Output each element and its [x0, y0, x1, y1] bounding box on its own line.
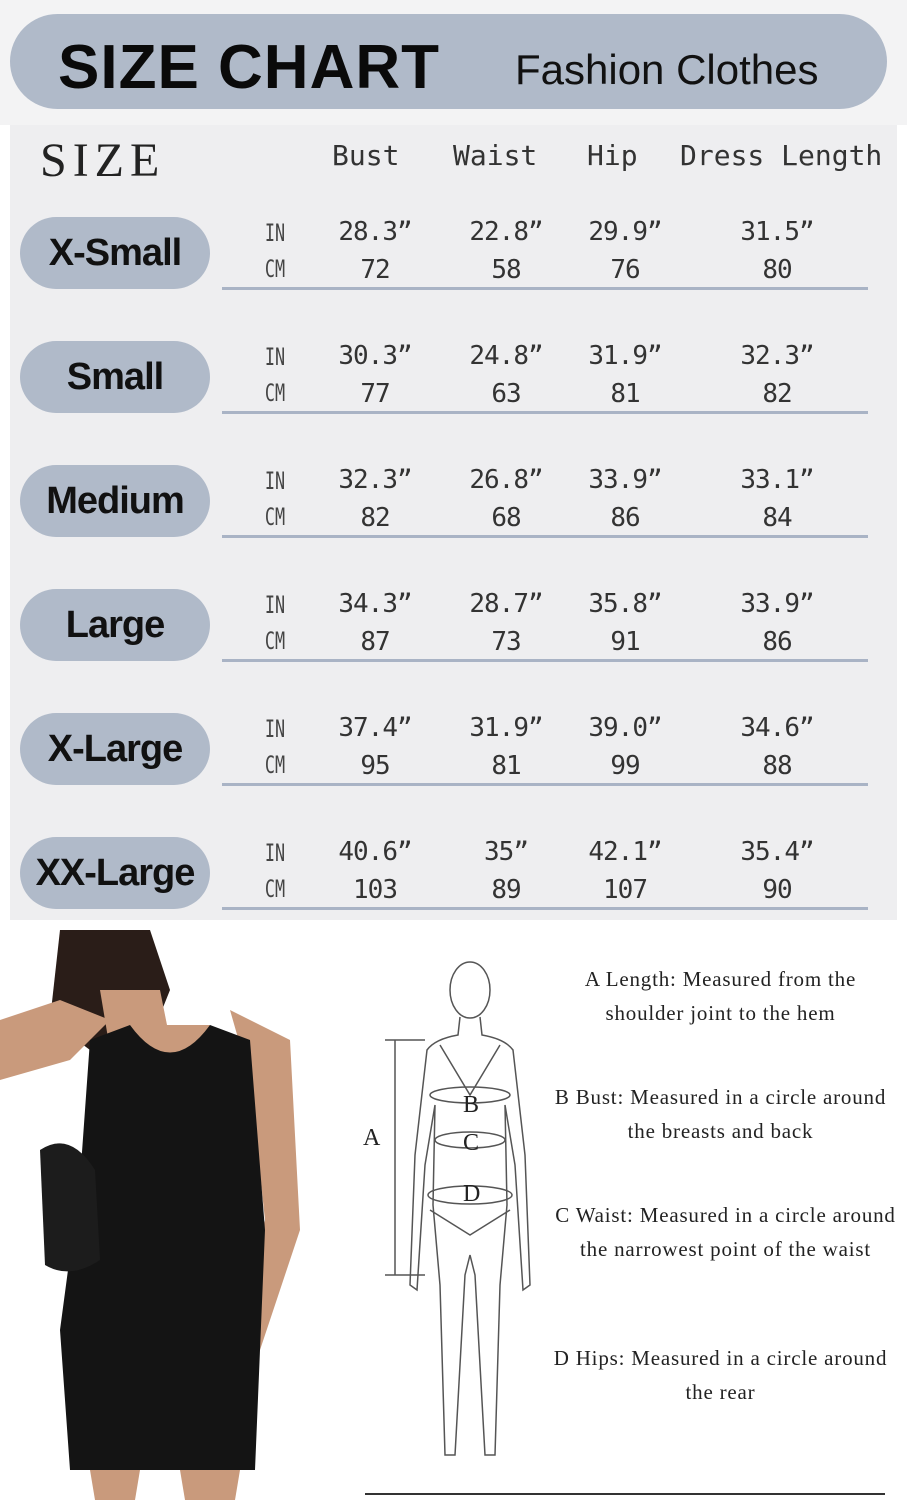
value-cm: 68 — [491, 503, 521, 533]
value-cm: 58 — [491, 255, 521, 285]
value-cm: 86 — [762, 627, 792, 657]
value-cm: 81 — [491, 751, 521, 781]
value-in: 29.9” — [588, 217, 662, 247]
value-in: 24.8” — [469, 341, 543, 371]
size-header: SIZE — [40, 134, 166, 187]
row-divider — [222, 411, 868, 414]
body-measurement-diagram: A B C D — [363, 961, 531, 1456]
value-cm: 80 — [762, 255, 792, 285]
table-row: Large IN CM 34.3” 87 28.7” 73 35.8” 91 33.9”… — [10, 589, 897, 689]
size-pill: Small — [20, 341, 210, 413]
label-b: B — [463, 1092, 479, 1118]
row-divider — [222, 907, 868, 910]
description-waist: C Waist: Measured in a circle around the… — [555, 1203, 896, 1261]
value-cm: 95 — [360, 751, 390, 781]
value-in: 30.3” — [338, 341, 412, 371]
table-row: Medium IN CM 32.3” 82 26.8” 68 33.9” 86 33.1… — [10, 465, 897, 565]
label-c: C — [463, 1130, 479, 1156]
value-cm: 89 — [491, 875, 521, 905]
value-in: 28.3” — [338, 217, 412, 247]
column-header-bust: Bust — [332, 139, 400, 172]
value-cm: 90 — [762, 875, 792, 905]
value-in: 33.9” — [588, 465, 662, 495]
value-cm: 73 — [491, 627, 521, 657]
value-cm: 82 — [762, 379, 792, 409]
label-a: A — [363, 1125, 381, 1151]
description-bust: B Bust: Measured in a circle around the … — [554, 1085, 887, 1143]
value-cm: 86 — [610, 503, 640, 533]
unit-cm: CM — [264, 503, 286, 531]
unit-cm: CM — [264, 875, 286, 903]
value-cm: 103 — [353, 875, 398, 905]
value-in: 31.9” — [588, 341, 662, 371]
title: SIZE CHART — [58, 33, 440, 102]
value-in: 31.5” — [740, 217, 814, 247]
divider — [365, 1493, 885, 1495]
unit-in: IN — [264, 715, 286, 743]
value-in: 42.1” — [588, 837, 662, 867]
unit-in: IN — [264, 839, 286, 867]
value-in: 33.9” — [740, 589, 814, 619]
column-header-dress-length: Dress Length — [680, 139, 883, 172]
row-divider — [222, 535, 868, 538]
value-in: 35.8” — [588, 589, 662, 619]
value-in: 40.6” — [338, 837, 412, 867]
value-cm: 82 — [360, 503, 390, 533]
value-in: 37.4” — [338, 713, 412, 743]
value-cm: 107 — [603, 875, 648, 905]
value-in: 39.0” — [588, 713, 662, 743]
column-header-hip: Hip — [587, 139, 638, 172]
unit-in: IN — [264, 343, 286, 371]
value-cm: 91 — [610, 627, 640, 657]
description-hips: D Hips: Measured in a circle around the … — [553, 1346, 888, 1404]
unit-in: IN — [264, 591, 286, 619]
value-in: 34.3” — [338, 589, 412, 619]
unit-in: IN — [264, 467, 286, 495]
unit-in: IN — [264, 219, 286, 247]
value-cm: 72 — [360, 255, 390, 285]
table-row: XX-Large IN CM 40.6” 103 35” 89 42.1” 107 35… — [10, 837, 897, 937]
unit-cm: CM — [264, 627, 286, 655]
value-in: 31.9” — [469, 713, 543, 743]
value-in: 22.8” — [469, 217, 543, 247]
table-row: X-Large IN CM 37.4” 95 31.9” 81 39.0” 99 34.… — [10, 713, 897, 813]
value-in: 33.1” — [740, 465, 814, 495]
size-pill: XX-Large — [20, 837, 210, 909]
value-in: 32.3” — [740, 341, 814, 371]
value-in: 28.7” — [469, 589, 543, 619]
value-cm: 76 — [610, 255, 640, 285]
value-cm: 63 — [491, 379, 521, 409]
size-pill: Medium — [20, 465, 210, 537]
unit-cm: CM — [264, 379, 286, 407]
size-pill: Large — [20, 589, 210, 661]
header-area: SIZE CHART Fashion Clothes — [0, 0, 907, 125]
value-cm: 99 — [610, 751, 640, 781]
row-divider — [222, 287, 868, 290]
table-row: Small IN CM 30.3” 77 24.8” 63 31.9” 81 32.3”… — [10, 341, 897, 441]
size-pill: X-Small — [20, 217, 210, 289]
column-header-waist: Waist — [453, 139, 538, 172]
subtitle: Fashion Clothes — [515, 46, 819, 93]
table-row: X-Small IN CM 28.3” 72 22.8” 58 29.9” 76 31.… — [10, 217, 897, 317]
unit-cm: CM — [264, 255, 286, 283]
size-pill: X-Large — [20, 713, 210, 785]
size-table: SIZE Bust Waist Hip Dress Length X-Small… — [10, 125, 897, 920]
row-divider — [222, 659, 868, 662]
model-photo — [0, 930, 315, 1500]
title-banner: SIZE CHART Fashion Clothes — [10, 14, 887, 109]
row-divider — [222, 783, 868, 786]
value-in: 34.6” — [740, 713, 814, 743]
value-cm: 84 — [762, 503, 792, 533]
value-cm: 87 — [360, 627, 390, 657]
value-cm: 88 — [762, 751, 792, 781]
value-in: 32.3” — [338, 465, 412, 495]
label-d: D — [463, 1181, 480, 1207]
value-in: 26.8” — [469, 465, 543, 495]
value-in: 35.4” — [740, 837, 814, 867]
value-cm: 77 — [360, 379, 390, 409]
value-in: 35” — [484, 837, 529, 867]
value-cm: 81 — [610, 379, 640, 409]
description-length: A Length: Measured from the shoulder joi… — [584, 967, 857, 1025]
unit-cm: CM — [264, 751, 286, 779]
